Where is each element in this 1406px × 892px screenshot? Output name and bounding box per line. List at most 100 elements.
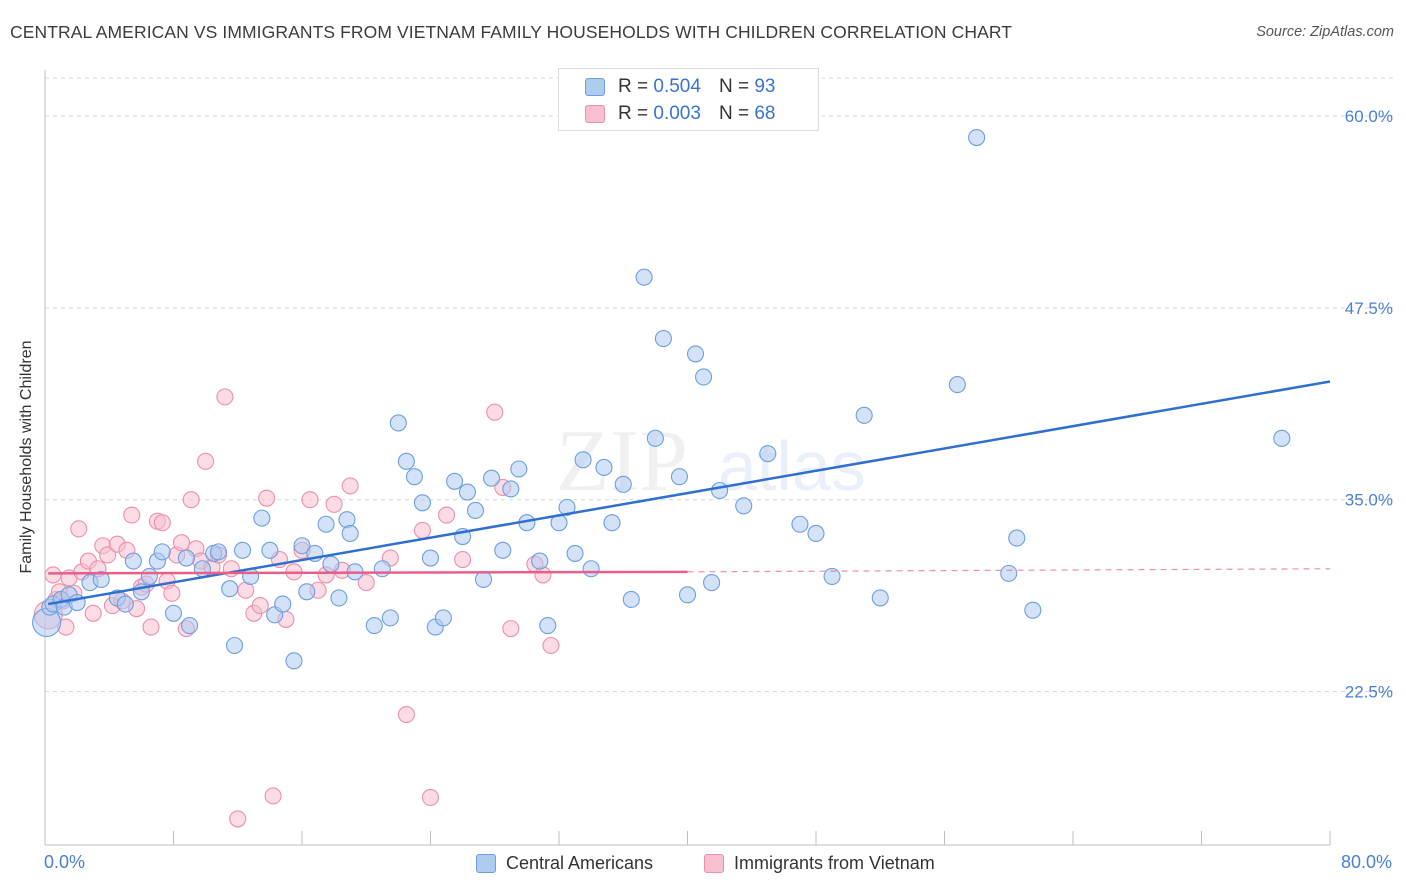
central-americans-point xyxy=(322,555,340,573)
central-americans-point xyxy=(164,604,183,622)
n-label: N = xyxy=(718,76,750,97)
vietnam-trendline xyxy=(48,570,688,575)
vietnam-point xyxy=(163,584,181,602)
vietnam-point xyxy=(486,403,504,421)
vietnam-point xyxy=(70,520,88,538)
vietnam-point xyxy=(84,604,102,622)
central-americans-point xyxy=(221,580,239,598)
central-americans-point xyxy=(234,541,252,559)
central-americans-point xyxy=(968,128,986,147)
vietnam-point xyxy=(502,620,520,638)
central-americans-point xyxy=(823,567,841,585)
central-americans-point xyxy=(759,445,777,463)
central-americans-point xyxy=(261,541,279,559)
central-americans-point xyxy=(177,549,195,567)
r-label: R = xyxy=(618,76,649,97)
chart-title: CENTRAL AMERICAN VS IMMIGRANTS FROM VIET… xyxy=(10,22,1013,42)
central-americans-point xyxy=(558,498,576,516)
legend-label: Immigrants from Vietnam xyxy=(734,853,935,873)
central-americans-point xyxy=(948,376,966,394)
r-label: R = xyxy=(618,103,649,124)
y-tick-label: 60.0% xyxy=(1345,107,1393,126)
vietnam-point xyxy=(172,534,191,552)
central-americans-point xyxy=(711,481,729,500)
central-americans-point xyxy=(622,590,640,609)
central-americans-point xyxy=(365,616,383,635)
central-americans-point xyxy=(381,609,399,627)
r-value: 0.504 xyxy=(653,76,701,97)
r-value: 0.003 xyxy=(653,103,701,124)
legend-item-vietnam[interactable]: Immigrants from Vietnam xyxy=(704,853,935,874)
blue-swatch-icon xyxy=(476,854,496,873)
central-americans-point xyxy=(678,586,697,604)
central-americans-point xyxy=(807,524,825,543)
vietnam-point xyxy=(153,514,171,532)
y-tick-label: 47.5% xyxy=(1345,299,1393,318)
central-americans-point xyxy=(421,549,440,567)
vietnam-point xyxy=(182,491,200,509)
vietnam-point xyxy=(438,506,456,524)
central-americans-point xyxy=(446,472,464,490)
central-americans-point xyxy=(614,475,632,493)
trend-lines xyxy=(47,380,1331,606)
y-axis-title: Family Households with Children xyxy=(18,340,35,574)
central-americans-point xyxy=(153,543,171,561)
central-americans-point xyxy=(686,345,705,363)
grid-layer xyxy=(45,77,1393,693)
n-value: 93 xyxy=(754,76,776,97)
central-americans-point xyxy=(474,570,493,589)
central-americans-point xyxy=(582,560,600,578)
central-americans-point xyxy=(791,515,809,533)
y-tick-label: 22.5% xyxy=(1345,683,1393,702)
vietnam-point xyxy=(216,388,234,406)
vietnam-point xyxy=(325,495,343,513)
n-label: N = xyxy=(718,103,750,124)
central-americans-point xyxy=(193,560,211,578)
central-americans-point xyxy=(92,570,110,589)
central-americans-point xyxy=(413,494,432,512)
central-americans-point xyxy=(317,515,335,533)
central-americans-point xyxy=(635,268,653,286)
central-americans-point xyxy=(654,330,672,348)
central-americans-point xyxy=(574,451,592,469)
vietnam-point xyxy=(454,551,472,569)
legend-item-central-americans[interactable]: Central Americans xyxy=(476,853,653,874)
central-americans-point xyxy=(397,452,415,470)
vietnam-point xyxy=(341,477,359,495)
central-americans-point xyxy=(603,514,621,532)
vietnam-point xyxy=(123,506,141,524)
vietnam-point xyxy=(99,546,117,564)
central-americans-point xyxy=(338,511,356,529)
vietnam-point xyxy=(542,636,560,655)
central-americans-point xyxy=(695,368,713,386)
central-americans-point xyxy=(502,480,520,498)
central-americans-point xyxy=(703,574,721,592)
n-value: 68 xyxy=(754,103,776,124)
central-americans-point xyxy=(124,552,142,570)
central-americans-point xyxy=(1024,601,1042,619)
central-americans-point xyxy=(646,429,664,447)
vietnam-point xyxy=(258,489,276,507)
central-americans-point xyxy=(405,468,423,486)
pink-swatch-icon xyxy=(585,105,605,123)
central-americans-point xyxy=(285,652,303,670)
vietnam-point xyxy=(44,566,62,584)
central-americans-trendline xyxy=(47,380,1331,606)
central-americans-point xyxy=(466,501,485,519)
central-americans-point xyxy=(670,468,689,486)
central-americans-point xyxy=(531,552,549,570)
central-americans-point xyxy=(298,583,316,601)
central-americans-point xyxy=(1008,529,1026,547)
x-tick-min: 0.0% xyxy=(44,852,86,872)
central-americans-point xyxy=(855,406,873,424)
central-americans-point xyxy=(373,560,391,578)
legend-label: Central Americans xyxy=(506,853,654,873)
central-americans-point xyxy=(482,469,501,487)
stats-legend-row-blue: R = 0.504 N = 93 xyxy=(585,75,775,99)
vietnam-point xyxy=(197,452,215,470)
central-americans-point xyxy=(341,524,359,543)
central-americans-point xyxy=(209,543,228,561)
vietnam-trendline-extension xyxy=(687,568,1331,573)
central-americans-point xyxy=(253,509,271,527)
